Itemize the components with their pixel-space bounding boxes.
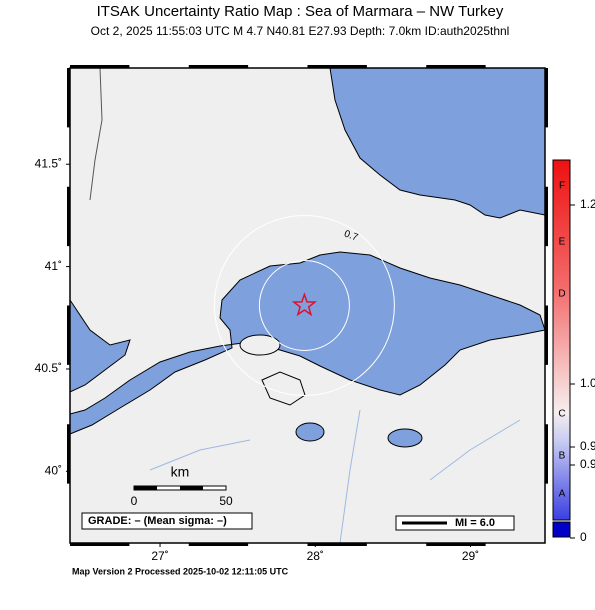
scale-seg (134, 486, 157, 490)
frame-stripe (188, 543, 249, 546)
grade-box (81, 512, 253, 530)
map-area: 0.7 27˚ 28˚ 29˚ 40˚ 40.5˚ 41˚ 41.5˚ (35, 65, 548, 563)
colorbar-letter: F (559, 181, 565, 192)
frame-stripe (426, 65, 486, 68)
frame-stripe (70, 543, 130, 546)
colorbar-letter: C (558, 409, 565, 420)
x-tick-label: 27˚ (151, 549, 168, 563)
contours (213, 215, 395, 396)
frame-stripe (307, 543, 367, 546)
colorbar-label: 1.2 (580, 197, 595, 211)
scale-unit: km (171, 464, 190, 480)
lake (295, 422, 325, 442)
sea-of-marmara (69, 251, 546, 435)
footer: Map Version 2 Processed 2025-10-02 12:11… (72, 566, 289, 576)
contour-line (258, 260, 350, 351)
contour-label: 0.7 (342, 228, 359, 243)
contour-line (213, 215, 395, 396)
frame-stripe (188, 65, 249, 68)
ticks: 27˚ 28˚ 29˚ 40˚ 40.5˚ 41˚ 41.5˚ (35, 65, 548, 563)
colorbar-letter: E (559, 237, 566, 248)
grade-text: GRADE: – (Mean sigma: –) (88, 515, 227, 527)
colorbar-label: 0.9 (580, 457, 595, 471)
colorbar-floor (552, 521, 571, 538)
y-tick-label: 40.5˚ (35, 361, 62, 375)
frame-stripe (67, 424, 70, 484)
frame-stripe (70, 65, 130, 68)
frame-stripe (545, 68, 548, 128)
frame-stripe (545, 305, 548, 365)
epicenter-star (291, 292, 318, 317)
marmara-island (239, 334, 281, 356)
frame-stripe (67, 186, 70, 247)
colorbar-label: 0 (580, 530, 587, 544)
scale-start: 0 (131, 494, 138, 508)
border (89, 67, 103, 201)
map-title: ITSAK Uncertainty Ratio Map : Sea of Mar… (97, 3, 504, 20)
colorbar-letter: B (559, 451, 566, 462)
frame-stripe (307, 65, 367, 68)
map-subtitle: Oct 2, 2025 11:55:03 UTC M 4.7 N40.81 E2… (91, 24, 510, 38)
scale-bar: km 0 50 (131, 464, 233, 508)
lake (387, 428, 423, 448)
frame-stripe (67, 68, 70, 128)
black-sea (329, 67, 546, 219)
colorbar-gradient (552, 159, 571, 521)
scale-seg (180, 486, 203, 490)
frame-stripe (545, 186, 548, 247)
river (149, 409, 521, 544)
colorbar-letter: D (558, 289, 565, 300)
frame-stripe (426, 543, 486, 546)
y-tick-label: 41.5˚ (35, 156, 62, 170)
y-tick-label: 40˚ (45, 464, 62, 478)
scale-end: 50 (219, 494, 233, 508)
colorbar-label: 1.0 (580, 376, 595, 390)
y-tick-label: 41˚ (45, 259, 62, 273)
x-tick-label: 29˚ (462, 549, 479, 563)
frame-stripe (545, 424, 548, 484)
colorbar-letter: A (559, 489, 566, 500)
mi-box (395, 515, 515, 531)
colorbar: F E D C B A 1.2 1.0 0.9 0.9 0 (552, 159, 595, 544)
frame-stripe (67, 305, 70, 365)
aegean-sea (69, 298, 131, 393)
colorbar-label: 0.9 (580, 439, 595, 453)
mi-text: MI = 6.0 (455, 517, 495, 529)
x-tick-label: 28˚ (307, 549, 324, 563)
